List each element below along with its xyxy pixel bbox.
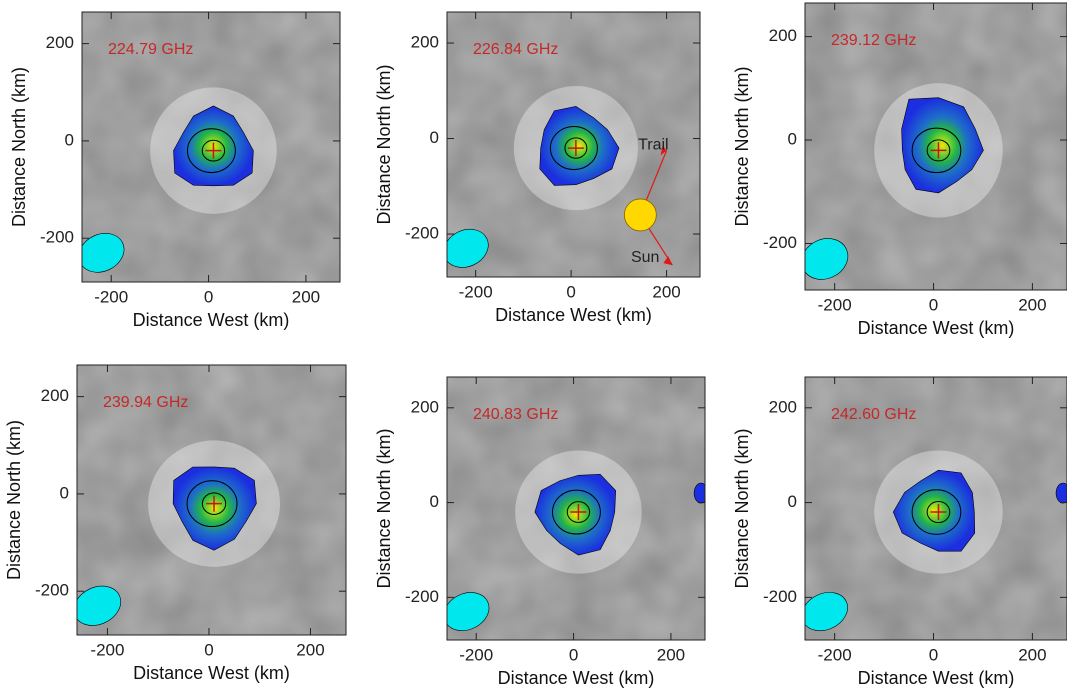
x-axis-label: Distance West (km): [133, 663, 290, 683]
y-tick-label: 200: [411, 33, 439, 52]
panel: -200 0 200 -200 0 200 240.83 GHz Distance West …: [374, 377, 708, 688]
x-axis-label: Distance West (km): [495, 305, 652, 325]
x-tick-label: -200: [818, 295, 852, 314]
x-tick-label: 200: [296, 640, 324, 659]
y-tick-label: -200: [35, 581, 69, 600]
panel-title: 239.94 GHz: [103, 394, 188, 411]
y-axis-label: Distance North (km): [374, 428, 394, 588]
y-tick-label: -200: [405, 224, 439, 243]
y-tick-label: 200: [41, 386, 69, 405]
panel-title: 226.84 GHz: [473, 41, 558, 58]
annotation: Trail: [638, 137, 669, 154]
x-tick-label: 200: [1018, 645, 1046, 664]
x-axis-label: Distance West (km): [133, 310, 290, 330]
x-tick-label: 0: [566, 282, 575, 301]
x-tick-label: 0: [929, 645, 938, 664]
x-tick-label: -200: [94, 287, 128, 306]
x-tick-label: 0: [204, 287, 213, 306]
y-axis-label: Distance North (km): [732, 428, 752, 588]
y-axis-label: Distance North (km): [4, 420, 24, 580]
panel: Trail Sun -200 0 200 -200 0 200 226.84 GHz Distan…: [374, 12, 700, 325]
y-tick-label: 200: [769, 26, 797, 45]
panel: -200 0 200 -200 0 200 239.12 GHz Distance West …: [732, 3, 1067, 338]
panel-title: 239.12 GHz: [831, 32, 916, 49]
x-tick-label: -200: [818, 645, 852, 664]
panel: -200 0 200 -200 0 200 239.94 GHz Distance West …: [4, 365, 346, 683]
x-axis-label: Distance West (km): [498, 668, 655, 688]
x-axis-label: Distance West (km): [858, 318, 1015, 338]
panel-title: 224.79 GHz: [108, 41, 193, 58]
y-tick-label: 200: [46, 33, 74, 52]
x-tick-label: -200: [459, 645, 493, 664]
y-axis-label: Distance North (km): [374, 64, 394, 224]
x-axis-label: Distance West (km): [858, 668, 1015, 688]
y-tick-label: 200: [411, 397, 439, 416]
edge-source: [1056, 483, 1067, 503]
y-tick-label: -200: [40, 228, 74, 247]
panel-title: 240.83 GHz: [473, 406, 558, 423]
x-tick-label: 200: [652, 282, 680, 301]
y-axis-label: Distance North (km): [732, 66, 752, 226]
x-tick-label: 0: [204, 640, 213, 659]
edge-source: [694, 483, 708, 503]
x-tick-label: 200: [1018, 295, 1046, 314]
y-tick-label: -200: [763, 233, 797, 252]
x-tick-label: 0: [929, 295, 938, 314]
y-tick-label: -200: [763, 587, 797, 606]
sun-symbol: [624, 199, 656, 231]
x-tick-label: 200: [292, 287, 320, 306]
annotation: Sun: [631, 249, 659, 266]
x-tick-label: 0: [569, 645, 578, 664]
y-tick-label: 200: [769, 397, 797, 416]
y-axis-label: Distance North (km): [9, 67, 29, 227]
figure: -200 0 200 -200 0 200 224.79 GHz Distance West …: [0, 0, 1067, 691]
x-tick-label: -200: [459, 282, 493, 301]
y-tick-label: 0: [60, 483, 69, 502]
panel: -200 0 200 -200 0 200 242.60 GHz Distance West …: [732, 377, 1067, 688]
y-tick-label: 0: [65, 130, 74, 149]
x-tick-label: 200: [657, 645, 685, 664]
y-tick-label: 0: [788, 492, 797, 511]
y-tick-label: 0: [430, 492, 439, 511]
x-tick-label: -200: [90, 640, 124, 659]
y-tick-label: -200: [405, 587, 439, 606]
panel-title: 242.60 GHz: [831, 406, 916, 423]
y-tick-label: 0: [430, 128, 439, 147]
y-tick-label: 0: [788, 130, 797, 149]
panel: -200 0 200 -200 0 200 224.79 GHz Distance West …: [9, 12, 340, 330]
